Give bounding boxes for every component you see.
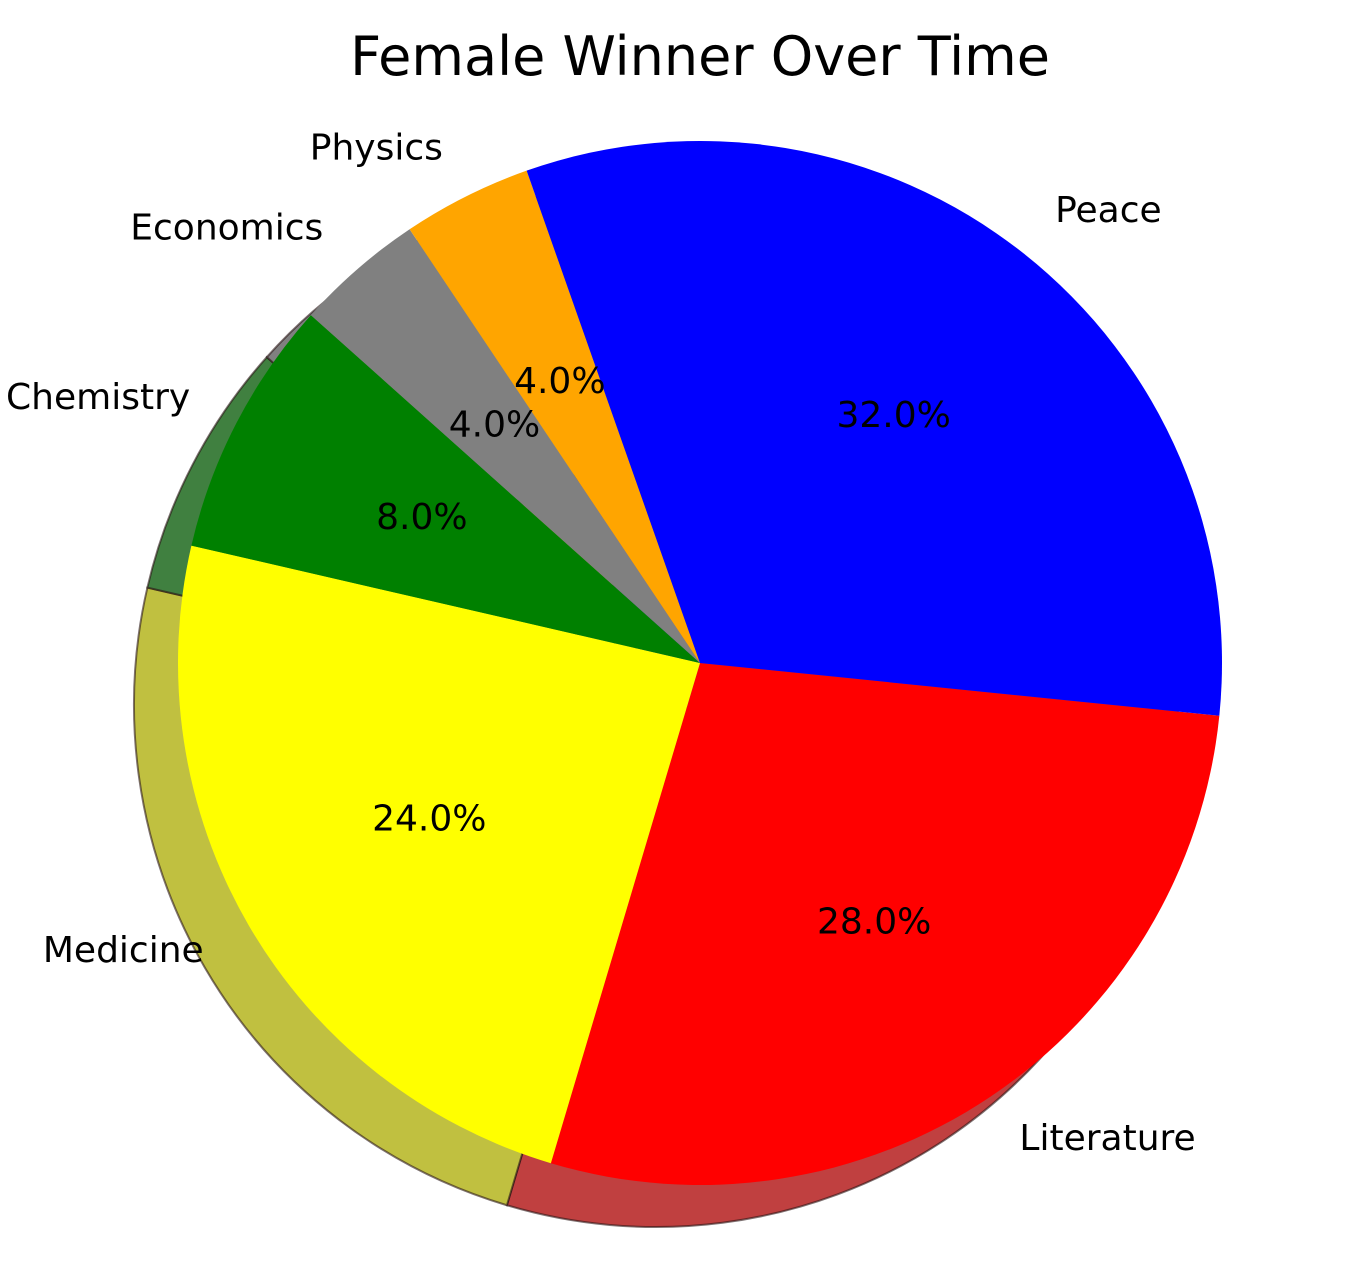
category-label-peace: Peace	[1055, 190, 1162, 231]
pie-labels: Literature 28.0% Medicine 24.0% Chemistry 8.0…	[6, 128, 1196, 1160]
percent-label-chemistry: 8.0%	[376, 497, 467, 538]
slice-medicine	[178, 545, 700, 1164]
chart-title: Female Winner Over Time	[350, 25, 1050, 88]
category-label-chemistry: Chemistry	[6, 377, 190, 418]
percent-label-literature: 28.0%	[817, 901, 931, 942]
percent-label-physics: 4.0%	[514, 361, 605, 402]
category-label-economics: Economics	[130, 208, 323, 249]
category-label-physics: Physics	[310, 128, 443, 169]
category-label-medicine: Medicine	[43, 930, 204, 971]
slice-physics	[409, 170, 700, 663]
category-label-literature: Literature	[1019, 1118, 1195, 1159]
slice-chemistry	[191, 315, 700, 663]
slice-peace	[526, 141, 1223, 716]
percent-label-medicine: 24.0%	[372, 799, 486, 840]
slice-literature	[550, 663, 1220, 1185]
percent-label-peace: 32.0%	[837, 395, 951, 436]
slice-economics	[310, 229, 700, 664]
pie-slices	[178, 141, 1223, 1185]
percent-label-economics: 4.0%	[449, 405, 540, 446]
